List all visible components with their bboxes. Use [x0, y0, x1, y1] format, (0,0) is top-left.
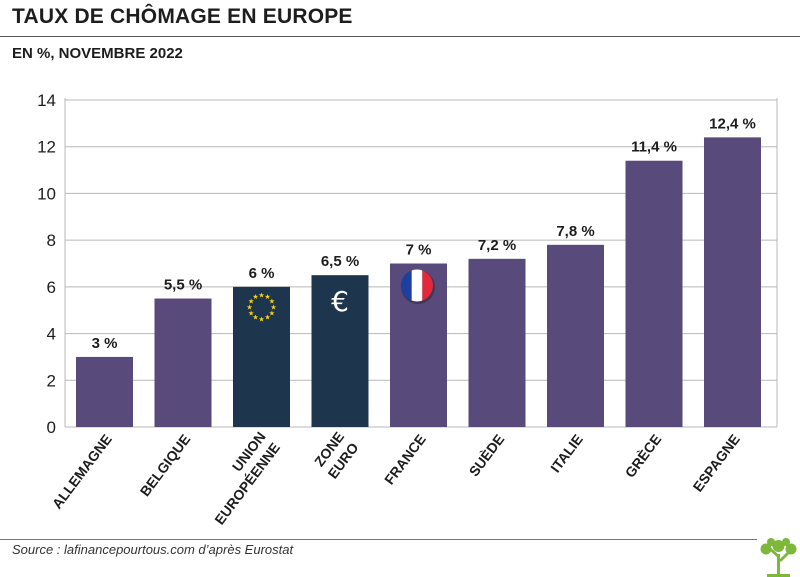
x-tick-label: ZONEEURO: [310, 429, 362, 482]
x-tick-label: UNIONEUROPÉENNE: [197, 429, 283, 528]
bar-italie: [547, 244, 604, 427]
bar-icons: ★★★★★★★★★ ★ ★★ €: [246, 269, 435, 323]
y-tick-label: 4: [47, 325, 56, 344]
x-tick-label: SUÈDE: [466, 431, 508, 479]
source-divider: [0, 539, 757, 540]
flag-red: [422, 269, 433, 302]
eu-star: ★: [264, 293, 270, 301]
source-note: Source : lafinancepourtous.com d’après E…: [12, 542, 294, 557]
y-tick-label: 10: [37, 184, 56, 203]
eu-star: ★: [264, 314, 270, 322]
eu-star: ★: [269, 309, 275, 317]
data-label: 12,4 %: [709, 115, 756, 132]
y-tick-label: 8: [47, 231, 56, 250]
title-divider: [0, 36, 800, 37]
bar-suède: [468, 258, 526, 427]
bar-union-européenne: [233, 286, 290, 427]
x-tick-label: BELGIQUE: [137, 431, 194, 499]
eu-star: ★: [269, 297, 275, 305]
bars: [76, 137, 761, 427]
y-axis-ticks: 0 2 4 6 8 10 12 14: [37, 91, 56, 437]
data-label: 7 %: [406, 242, 432, 259]
eu-stars-icon: ★★★★★★★★★ ★ ★★: [246, 291, 276, 323]
data-label: 7,8 %: [556, 223, 594, 240]
data-label: 3 %: [92, 335, 118, 352]
france-flag-icon: [401, 269, 435, 304]
y-tick-label: 14: [37, 91, 56, 110]
x-tick-label: ALLEMAGNE: [49, 431, 115, 511]
x-tick-label: ESPAGNE: [690, 431, 743, 494]
data-label: 11,4 %: [631, 139, 677, 156]
bar-grèce: [625, 160, 683, 427]
data-label: 7,2 %: [478, 237, 516, 254]
eu-star: ★: [270, 303, 276, 311]
flag-blue: [401, 269, 412, 302]
y-tick-label: 12: [37, 138, 56, 157]
eu-star: ★: [252, 314, 258, 322]
data-label: 6 %: [249, 265, 275, 282]
bar-allemagne: [76, 356, 133, 427]
eu-star: ★: [246, 303, 252, 311]
x-tick-label: FRANCE: [381, 431, 429, 487]
y-tick-label: 0: [47, 418, 56, 437]
tree-logo-icon: [760, 538, 797, 577]
eu-star: ★: [248, 297, 254, 305]
flag-white: [411, 269, 423, 302]
eu-star: ★: [248, 309, 254, 317]
eu-star: ★: [252, 293, 258, 301]
data-label: 5,5 %: [164, 277, 202, 294]
data-label: 6,5 %: [321, 253, 359, 270]
eu-star: ★: [258, 291, 264, 299]
y-tick-label: 6: [47, 278, 56, 297]
chart-title: TAUX DE CHÔMAGE EN EUROPE: [12, 5, 353, 28]
chart-subtitle: EN %, NOVEMBRE 2022: [12, 45, 183, 62]
x-axis-ticks: ALLEMAGNE BELGIQUE UNIONEUROPÉENNE ZONEEURO…: [49, 429, 743, 528]
y-tick-label: 2: [47, 371, 56, 390]
x-tick-label: ITALIE: [547, 431, 586, 475]
euro-sign-icon: €: [331, 285, 349, 318]
bar-chart: 0 2 4 6 8 10 12 14 3 % 5,5 % 6 % 6,5 % 7 % 7,2 % 7,8 …: [37, 91, 778, 528]
x-tick-label: GRÈCE: [622, 431, 665, 480]
bar-belgique: [154, 298, 212, 427]
data-labels: 3 % 5,5 % 6 % 6,5 % 7 % 7,2 % 7,8 % 11,4 % 12,4 …: [92, 115, 756, 352]
eu-star: ★: [258, 315, 264, 323]
bar-zone-euro: [311, 275, 369, 427]
bar-espagne: [704, 137, 761, 427]
